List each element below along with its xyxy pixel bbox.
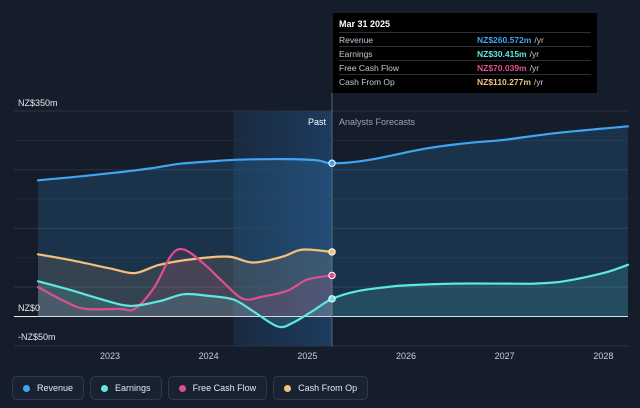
x-tick-label: 2023 [100, 351, 120, 361]
tooltip-label: Free Cash Flow [339, 62, 399, 73]
area-earnings [38, 264, 628, 328]
tooltip-value: NZ$30.415m [477, 48, 527, 59]
marker-revenue [328, 159, 336, 167]
legend-label: Earnings [115, 383, 151, 393]
tooltip-row-revenue: Revenue NZ$260.572m /yr [339, 32, 591, 46]
y-label-zero: NZ$0 [18, 303, 40, 313]
line-free-cash-flow [36, 247, 334, 312]
tooltip-value: NZ$70.039m [477, 62, 527, 73]
forecast-label: Analysts Forecasts [339, 117, 416, 127]
area-cash-from-op [38, 249, 332, 317]
tooltip-row-earnings: Earnings NZ$30.415m /yr [339, 46, 591, 60]
marker-cash-from-op [328, 248, 336, 256]
line-earnings [36, 263, 630, 329]
legend-label: Free Cash Flow [192, 383, 257, 393]
legend-item-free-cash-flow[interactable]: Free Cash Flow [167, 376, 268, 400]
legend-label: Revenue [37, 383, 74, 393]
y-label-bottom: -NZ$50m [18, 332, 56, 342]
legend: Revenue Earnings Free Cash Flow Cash Fro… [12, 376, 369, 400]
legend-label: Cash From Op [298, 383, 358, 393]
legend-dot-icon [284, 384, 292, 392]
legend-dot-icon [178, 384, 186, 392]
line-revenue [36, 125, 630, 182]
tooltip-value: NZ$260.572m [477, 34, 532, 45]
tooltip-value: NZ$110.277m [477, 76, 531, 87]
tooltip: Mar 31 2025 Revenue NZ$260.572m /yr Earn… [333, 13, 597, 93]
area-free-cash-flow [38, 249, 332, 317]
tooltip-row-cash-from-op: Cash From Op NZ$110.277m /yr [339, 74, 591, 88]
x-tick-label: 2027 [495, 351, 515, 361]
tooltip-unit: /yr [534, 34, 544, 45]
marker-free-cash-flow [328, 271, 336, 280]
legend-item-earnings[interactable]: Earnings [90, 376, 162, 400]
x-tick-label: 2025 [297, 351, 317, 361]
tooltip-label: Revenue [339, 34, 374, 45]
x-tick-label: 2028 [593, 351, 613, 361]
tooltip-label: Cash From Op [339, 76, 395, 87]
tooltip-unit: /yr [529, 62, 540, 73]
area-revenue [38, 126, 628, 317]
tooltip-label: Earnings [339, 48, 373, 59]
marker-earnings [328, 295, 336, 303]
tooltip-row-free-cash-flow: Free Cash Flow NZ$70.039m /yr [339, 60, 591, 74]
y-label-top: NZ$350m [18, 98, 58, 108]
x-tick-label: 2024 [199, 351, 219, 361]
line-cash-from-op [36, 248, 334, 275]
tooltip-unit: /yr [533, 76, 544, 87]
legend-item-revenue[interactable]: Revenue [12, 376, 85, 400]
legend-dot-icon [101, 384, 109, 392]
tooltip-unit: /yr [529, 48, 540, 59]
past-label: Past [308, 117, 327, 127]
legend-dot-icon [23, 384, 30, 392]
x-tick-label: 2026 [396, 351, 416, 361]
tooltip-date: Mar 31 2025 [339, 19, 391, 29]
legend-item-cash-from-op[interactable]: Cash From Op [273, 376, 369, 400]
